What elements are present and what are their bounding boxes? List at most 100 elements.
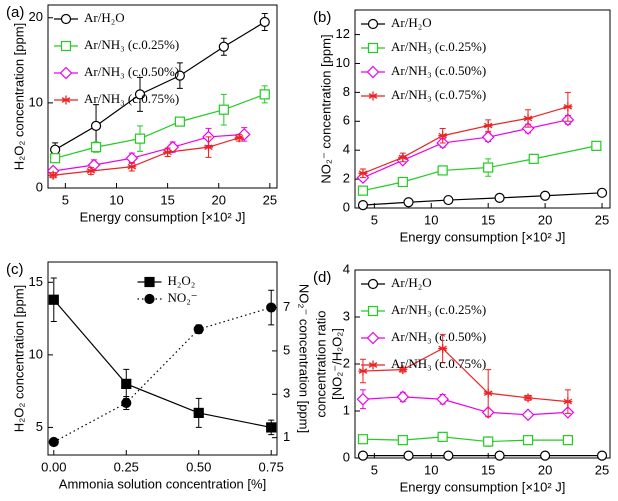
legend-marker [367,278,379,290]
marker [528,153,539,164]
marker [174,116,185,127]
marker [90,142,102,153]
legend-label: H₂O₂ [168,273,196,288]
x-tick-label: 15 [481,462,495,477]
marker [438,131,448,141]
y-tick-label: 8 [343,84,350,99]
marker [48,436,59,448]
series-line [54,21,266,151]
series-line [53,137,240,176]
marker [174,70,185,81]
y2-tick-label: 3 [283,386,290,401]
x-tick-label: 25 [595,462,609,477]
marker [48,170,58,180]
marker [358,366,368,376]
series-line [54,93,265,159]
x-tick-label: 0.75 [259,459,284,474]
y-tick-label: 20 [29,9,43,24]
y-tick-label: 3 [343,308,350,323]
legend-marker [367,305,379,317]
y-axis-label: H₂O₂ concentration [ppm] [11,23,26,170]
legend-label: Ar/H₂O [84,10,125,25]
marker [357,200,369,211]
marker [259,89,270,100]
marker [204,142,214,152]
marker [596,450,608,461]
y-tick-label: 0 [36,179,43,194]
marker [494,192,505,203]
marker [357,434,369,445]
y2-tick-label: 7 [283,299,290,314]
y-tick-label: 0 [343,449,350,464]
marker [134,133,146,144]
marker [266,422,277,433]
x-tick-label: 15 [160,192,174,207]
marker [218,41,229,52]
x-tick-label: 0.00 [41,459,66,474]
y-tick-label: 0 [343,199,350,214]
series-line [362,347,568,403]
y-tick-label: 1 [343,402,350,417]
marker [396,390,410,404]
y-tick-label: 2 [343,355,350,370]
x-tick-label: 25 [595,212,609,227]
marker [481,130,495,144]
series-line [362,192,603,206]
marker [234,133,244,143]
series-line [362,106,569,174]
series-line [362,436,568,443]
legend-marker [144,293,155,305]
marker [540,450,551,461]
x-tick-label: 5 [371,212,378,227]
legend-marker [60,13,72,25]
x-tick-label: 10 [424,462,438,477]
panel-label: (b) [313,9,331,26]
marker [397,435,408,446]
x-tick-label: 20 [538,462,552,477]
marker [494,450,505,461]
legend-marker [366,65,380,79]
y-tick-label: 10 [29,94,43,109]
legend-marker [366,331,380,345]
marker [266,302,277,313]
legend-label: Ar/NH₃ (c.0.75%) [391,87,486,102]
y-tick-label: 4 [343,142,350,157]
y2-tick-label: 5 [283,342,290,357]
marker [193,407,204,419]
panel-label: (c) [6,261,24,278]
marker [443,450,454,461]
y-tick-label: 15 [29,274,43,289]
legend-label: Ar/NH₃ (c.0.25%) [84,37,179,52]
series-line [53,306,272,443]
legend-label: Ar/NH₃ (c.0.25%) [391,302,486,317]
y-axis-label: NO₂⁻ concentration [ppm] [318,34,333,183]
marker [483,162,494,173]
series-line [362,396,568,416]
marker [358,168,368,178]
marker [403,197,414,208]
legend-marker [368,360,378,370]
legend-label: Ar/NH₃ (c.0.50%) [391,63,486,78]
legend-label: Ar/NH₃ (c.0.75%) [84,91,179,106]
panel-label: (a) [6,4,24,21]
x-tick-label: 0.50 [186,459,211,474]
legend-label: Ar/H₂O [391,15,432,30]
marker [193,324,204,335]
marker [591,140,602,151]
marker [563,102,573,112]
marker [127,162,137,172]
marker [521,408,535,422]
x-axis-label: Energy consumption [×10² J] [400,479,566,494]
marker [398,152,408,162]
marker [259,16,270,28]
marker [562,435,573,446]
marker [437,165,448,176]
series-line [53,133,245,172]
marker [436,392,450,406]
marker [483,121,493,131]
legend-label: Ar/NH₃ (c.0.75%) [391,356,486,371]
y-axis-label: H₂O₂ concentration [ppm] [11,285,26,432]
marker [357,185,369,196]
marker [596,187,608,198]
legend-label: Ar/NH₃ (c.0.50%) [84,64,179,79]
